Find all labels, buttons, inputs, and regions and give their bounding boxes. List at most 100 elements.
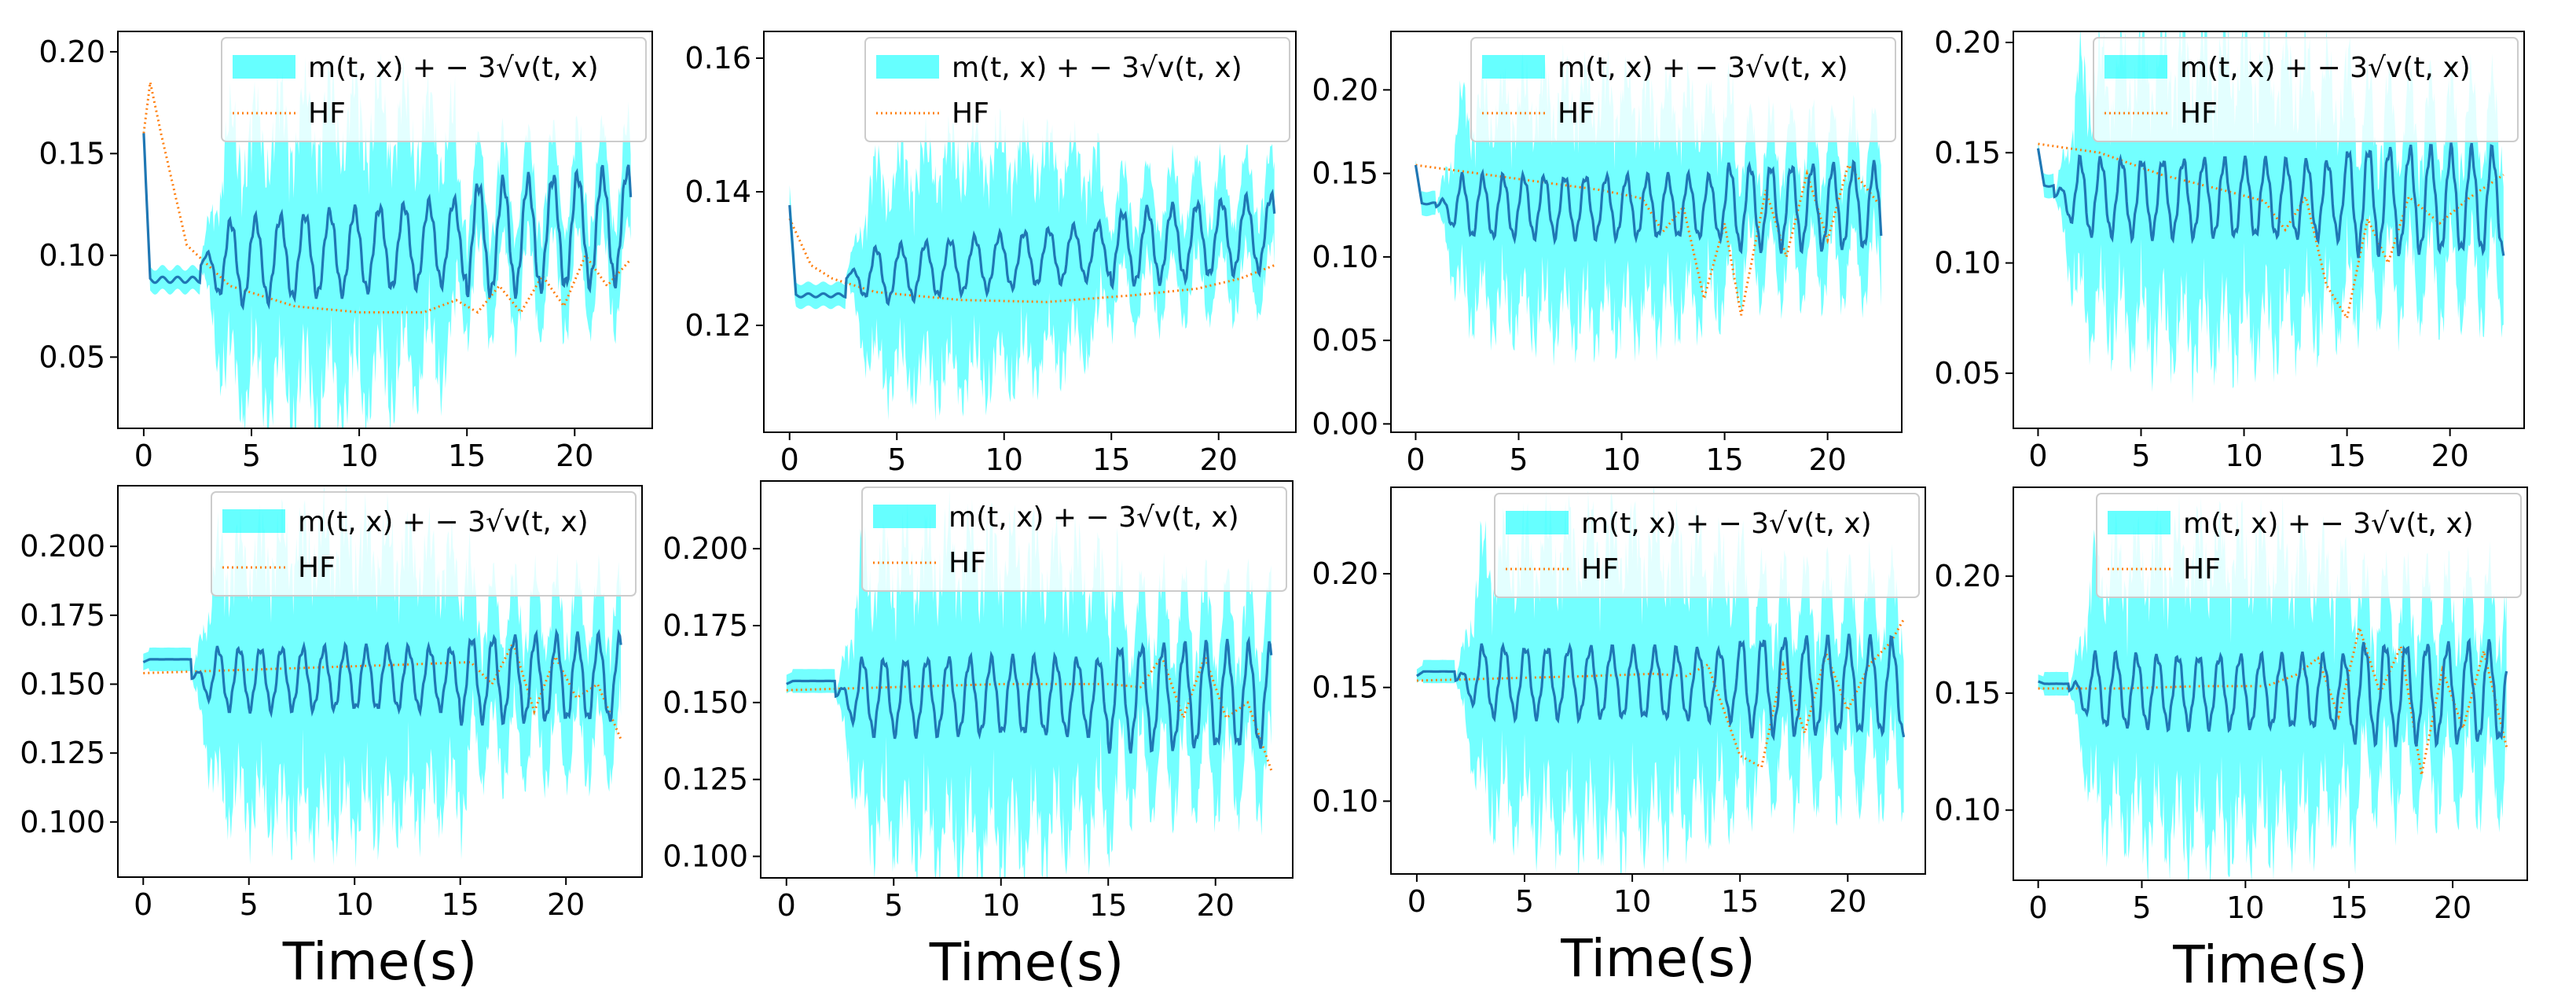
axes-frame bbox=[117, 485, 643, 878]
x-tick-label: 15 bbox=[1092, 442, 1130, 477]
legend: m(t, x) + − 3√v(t, x) HF bbox=[861, 486, 1287, 592]
legend-band-label: m(t, x) + − 3√v(t, x) bbox=[1581, 508, 1872, 540]
x-tick-label: 10 bbox=[2226, 890, 2264, 925]
hf-line bbox=[2038, 622, 2508, 776]
hf-line bbox=[788, 218, 1275, 303]
axes-frame bbox=[763, 31, 1297, 433]
legend-band-label: m(t, x) + − 3√v(t, x) bbox=[949, 501, 1239, 534]
mean-line bbox=[1415, 633, 1906, 742]
legend-band-swatch bbox=[876, 55, 939, 79]
x-tick-label: 0 bbox=[134, 887, 152, 922]
x-tick-label: 0 bbox=[134, 439, 153, 473]
x-tick-label: 20 bbox=[556, 439, 593, 473]
legend-band-label: m(t, x) + − 3√v(t, x) bbox=[1558, 52, 1848, 84]
legend-box bbox=[2093, 37, 2519, 142]
y-tick-label: 0.10 bbox=[1934, 246, 2001, 281]
x-tick-label: 10 bbox=[1613, 884, 1651, 919]
y-tick-label: 0.175 bbox=[20, 598, 105, 633]
subplot-7: 0 5 10 15 20 0.10 0.15 0.20 m(t, x) + − 3√v(t, x… bbox=[1312, 486, 1926, 989]
x-tick-label: 0 bbox=[2029, 890, 2048, 925]
subplot-5: 0 5 10 15 20 0.100 0.125 0.150 0.175 0.200 m(t, x)… bbox=[20, 485, 643, 992]
x-tick-label: 15 bbox=[1705, 442, 1743, 477]
x-tick-label: 20 bbox=[1829, 884, 1866, 919]
y-tick-label: 0.15 bbox=[1934, 676, 2001, 710]
y-tick-label: 0.16 bbox=[684, 41, 751, 75]
x-axis-label: Time(s) bbox=[2172, 934, 2367, 995]
legend-box bbox=[2096, 493, 2522, 598]
legend-box bbox=[1494, 493, 1920, 598]
x-axis-label: Time(s) bbox=[929, 932, 1124, 993]
x-tick-label: 10 bbox=[2225, 439, 2262, 473]
axes-frame bbox=[1390, 486, 1926, 875]
y-tick-label: 0.100 bbox=[20, 805, 105, 839]
y-tick-label: 0.125 bbox=[662, 762, 748, 797]
legend: m(t, x) + − 3√v(t, x) HF bbox=[1494, 493, 1920, 598]
legend: m(t, x) + − 3√v(t, x) HF bbox=[2093, 37, 2519, 142]
subplot-2: 0 5 10 15 20 0.12 0.14 0.16 m(t, x) + − 3√v(t, x… bbox=[684, 31, 1297, 477]
x-tick-label: 5 bbox=[2131, 439, 2150, 473]
legend-hf-label: HF bbox=[298, 552, 336, 584]
legend-band-swatch bbox=[222, 509, 285, 533]
y-tick-label: 0.125 bbox=[20, 736, 105, 770]
legend-band-swatch bbox=[1506, 511, 1569, 534]
x-tick-label: 0 bbox=[2028, 439, 2047, 473]
x-tick-label: 15 bbox=[2330, 890, 2368, 925]
axes-frame bbox=[117, 31, 653, 429]
axes-frame bbox=[2013, 486, 2528, 881]
legend-hf-label: HF bbox=[952, 97, 989, 130]
subplot-4: 0 5 10 15 20 0.05 0.10 0.15 0.20 m(t, x) + − 3√v(… bbox=[1934, 25, 2525, 473]
x-tick-label: 5 bbox=[884, 888, 903, 923]
legend-hf-label: HF bbox=[1581, 553, 1619, 586]
x-tick-label: 20 bbox=[547, 887, 585, 922]
legend-band-label: m(t, x) + − 3√v(t, x) bbox=[2183, 508, 2474, 540]
y-tick-label: 0.15 bbox=[1312, 156, 1378, 191]
y-tick-label: 0.100 bbox=[662, 839, 748, 874]
y-tick-label: 0.10 bbox=[1934, 793, 2001, 828]
legend: m(t, x) + − 3√v(t, x) HF bbox=[221, 37, 647, 142]
legend-band-swatch bbox=[1482, 55, 1545, 79]
y-tick-label: 0.15 bbox=[1934, 135, 2001, 170]
x-tick-label: 10 bbox=[336, 887, 373, 922]
y-tick-label: 0.150 bbox=[20, 667, 105, 702]
x-tick-label: 0 bbox=[1407, 884, 1426, 919]
y-tick-label: 0.20 bbox=[1312, 556, 1378, 591]
hf-line bbox=[1416, 619, 1905, 769]
legend-box bbox=[221, 37, 647, 142]
axes-frame bbox=[760, 480, 1294, 879]
legend: m(t, x) + − 3√v(t, x) HF bbox=[1470, 37, 1896, 142]
x-tick-label: 10 bbox=[985, 442, 1023, 477]
mean-line bbox=[1414, 159, 1883, 255]
y-tick-label: 0.15 bbox=[1312, 670, 1378, 705]
y-tick-label: 0.200 bbox=[20, 529, 105, 564]
y-tick-label: 0.175 bbox=[662, 608, 748, 643]
mean-line bbox=[788, 189, 1276, 307]
legend-hf-label: HF bbox=[2180, 97, 2218, 130]
y-tick-label: 0.20 bbox=[1934, 25, 2001, 60]
x-tick-label: 5 bbox=[240, 887, 259, 922]
y-tick-label: 0.20 bbox=[1934, 559, 2001, 593]
y-tick-label: 0.10 bbox=[39, 238, 105, 273]
hf-line bbox=[1415, 162, 1882, 316]
legend-hf-label: HF bbox=[949, 547, 986, 579]
legend-hf-label: HF bbox=[308, 97, 346, 130]
legend-band-label: m(t, x) + − 3√v(t, x) bbox=[298, 506, 589, 538]
legend-band-label: m(t, x) + − 3√v(t, x) bbox=[2180, 52, 2471, 84]
legend-box bbox=[211, 491, 637, 597]
x-tick-label: 20 bbox=[1197, 888, 1235, 923]
y-tick-label: 0.10 bbox=[1312, 784, 1378, 818]
x-tick-label: 0 bbox=[1406, 442, 1425, 477]
x-tick-label: 5 bbox=[887, 442, 906, 477]
x-tick-label: 20 bbox=[1808, 442, 1846, 477]
uncertainty-band bbox=[143, 53, 631, 428]
x-axis-label: Time(s) bbox=[1560, 928, 1755, 989]
subplot-6: 0 5 10 15 20 0.100 0.125 0.150 0.175 0.200 m(t, x)… bbox=[662, 480, 1294, 993]
axes-frame bbox=[2013, 31, 2525, 429]
x-tick-label: 5 bbox=[2132, 890, 2151, 925]
x-tick-label: 0 bbox=[780, 442, 799, 477]
x-tick-label: 0 bbox=[777, 888, 796, 923]
legend-hf-label: HF bbox=[1558, 97, 1595, 130]
legend: m(t, x) + − 3√v(t, x) HF bbox=[211, 491, 637, 597]
y-tick-label: 0.20 bbox=[39, 35, 105, 69]
y-tick-label: 0.20 bbox=[1312, 72, 1378, 107]
hf-line bbox=[2038, 142, 2504, 321]
